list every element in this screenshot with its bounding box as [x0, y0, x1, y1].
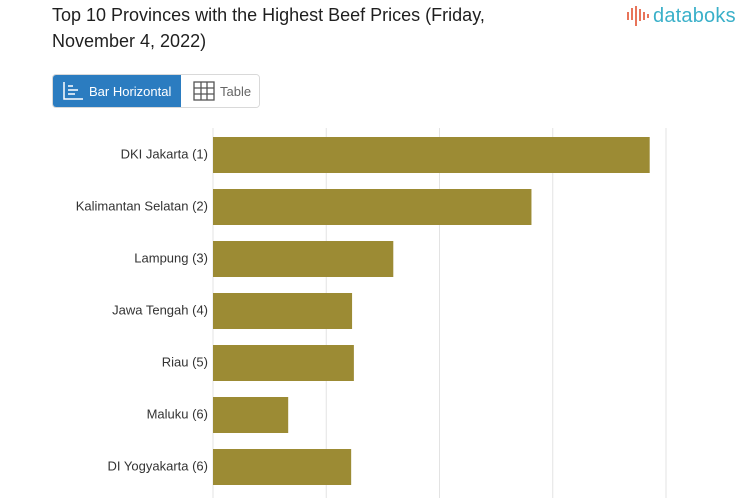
- category-label: Riau (5): [162, 354, 208, 369]
- chart-category-labels: DKI Jakarta (1) Kalimantan Selatan (2) Lam…: [76, 146, 208, 473]
- view-toggle: Bar Horizontal Table: [52, 74, 260, 108]
- tab-bar-horizontal-label: Bar Horizontal: [89, 83, 172, 99]
- bar[interactable]: [213, 449, 352, 485]
- databoks-logo-icon: [627, 6, 649, 26]
- bar[interactable]: [213, 397, 289, 433]
- chart-title: Top 10 Provinces with the Highest Beef P…: [52, 5, 485, 51]
- bar[interactable]: [213, 293, 353, 329]
- category-label: Maluku (6): [147, 406, 208, 421]
- tab-bar-horizontal[interactable]: Bar Horizontal: [53, 75, 181, 107]
- chart-bars: [213, 137, 650, 485]
- category-label: Lampung (3): [134, 250, 208, 265]
- table-grid-icon: [193, 81, 215, 101]
- bar[interactable]: [213, 345, 354, 381]
- category-label: DI Yogyakarta (6): [108, 458, 208, 473]
- horizontal-bar-chart-icon: [63, 82, 83, 100]
- category-label: Jawa Tengah (4): [112, 302, 208, 317]
- bar[interactable]: [213, 137, 650, 173]
- category-label: DKI Jakarta (1): [121, 146, 208, 161]
- brand-name: databoks: [653, 5, 736, 27]
- tab-table[interactable]: Table: [181, 75, 259, 107]
- tab-table-label: Table: [220, 83, 252, 99]
- horizontal-bar-chart: DKI Jakarta (1) Kalimantan Selatan (2) Lam…: [76, 128, 667, 498]
- category-label: Kalimantan Selatan (2): [76, 198, 208, 213]
- bar[interactable]: [213, 189, 532, 225]
- databoks-logo[interactable]: databoks: [626, 4, 736, 28]
- bar[interactable]: [213, 241, 394, 277]
